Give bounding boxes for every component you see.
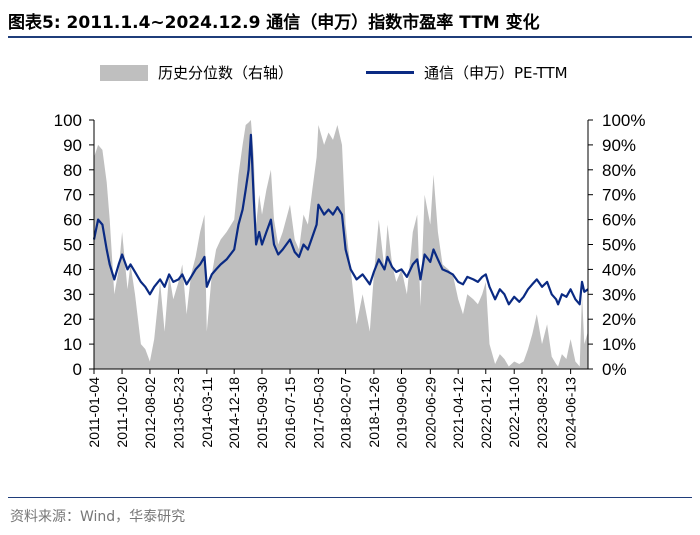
pe-ttm-line [92, 133, 589, 306]
y-right-tick-label: 60% [602, 211, 636, 230]
y-left-tick-label: 10 [63, 335, 82, 354]
chart-title: 图表5: 2011.1.4~2024.12.9 通信（申万）指数市盈率 TTM … [8, 13, 540, 33]
y-left-tick-label: 40 [63, 260, 82, 279]
y-right-tick-label: 40% [602, 260, 636, 279]
x-tick-label: 2014-12-18 [226, 377, 242, 449]
legend-area-swatch [100, 64, 148, 81]
footer-divider [8, 497, 692, 498]
pe-line-layer [92, 133, 589, 306]
y-left-tick-label: 20 [63, 310, 82, 329]
chart-plot: 0 10 20 30 40 50 60 70 80 90 100 0% 10% 20% 30% 40% 50% 6… [54, 111, 646, 449]
x-tick-label: 2024-06-13 [563, 377, 579, 449]
x-tick-label: 2022-11-10 [506, 377, 522, 448]
source-note: 资料来源：Wind，华泰研究 [10, 509, 186, 525]
x-tick-label: 2018-11-26 [366, 377, 382, 448]
y-right-tick-label: 30% [602, 285, 636, 304]
y-right-tick-label: 70% [602, 186, 636, 205]
y-right-tick-label: 100% [602, 111, 645, 130]
x-tick-label: 2015-09-30 [254, 377, 270, 449]
y-left-tick-label: 30 [63, 285, 82, 304]
title-divider [8, 36, 692, 38]
y-right-tick-label: 10% [602, 335, 636, 354]
x-tick-label: 2016-07-15 [282, 377, 298, 449]
x-tick-label: 2020-06-29 [422, 377, 438, 449]
y-right-tick-label: 0% [602, 360, 627, 379]
x-tick-label: 2012-08-02 [142, 377, 158, 449]
y-left-tick-label: 60 [63, 211, 82, 230]
percentile-area [94, 120, 588, 369]
legend-line-swatch [366, 71, 414, 74]
x-tick-label: 2023-08-23 [534, 377, 550, 449]
legend-item-percentile: 历史分位数（右轴） [100, 62, 293, 83]
legend-label-percentile: 历史分位数（右轴） [158, 64, 294, 82]
axis-layer: 0 10 20 30 40 50 60 70 80 90 100 0% 10% 20% 30% 40% 50% 6… [54, 111, 646, 449]
legend-label-pe: 通信（申万）PE-TTM [424, 64, 568, 82]
y-left-tick-label: 50 [63, 236, 82, 255]
percentile-area-layer [94, 120, 588, 369]
x-tick-label: 2019-09-06 [393, 377, 409, 449]
x-tick-label: 2011-10-20 [114, 377, 130, 448]
legend-item-pe: 通信（申万）PE-TTM [366, 62, 568, 83]
x-tick-label: 2022-01-21 [478, 377, 494, 449]
x-tick-label: 2011-01-04 [86, 377, 102, 448]
y-left-tick-label: 70 [63, 186, 82, 205]
chart-legend: 历史分位数（右轴） 通信（申万）PE-TTM [0, 62, 700, 84]
y-left-tick-label: 80 [63, 161, 82, 180]
y-right-tick-label: 90% [602, 136, 636, 155]
x-tick-label: 2018-02-07 [338, 377, 354, 449]
y-left-tick-label: 90 [63, 136, 82, 155]
y-right-tick-label: 20% [602, 310, 636, 329]
y-left-tick-label: 100 [54, 111, 82, 130]
y-left-tick-label: 0 [73, 360, 82, 379]
x-tick-label: 2021-04-12 [450, 377, 466, 449]
x-tick-label: 2014-03-11 [199, 377, 215, 448]
y-right-tick-label: 80% [602, 161, 636, 180]
y-right-tick-label: 50% [602, 236, 636, 255]
x-tick-label: 2013-05-23 [170, 377, 186, 449]
x-tick-label: 2017-05-03 [310, 377, 326, 449]
